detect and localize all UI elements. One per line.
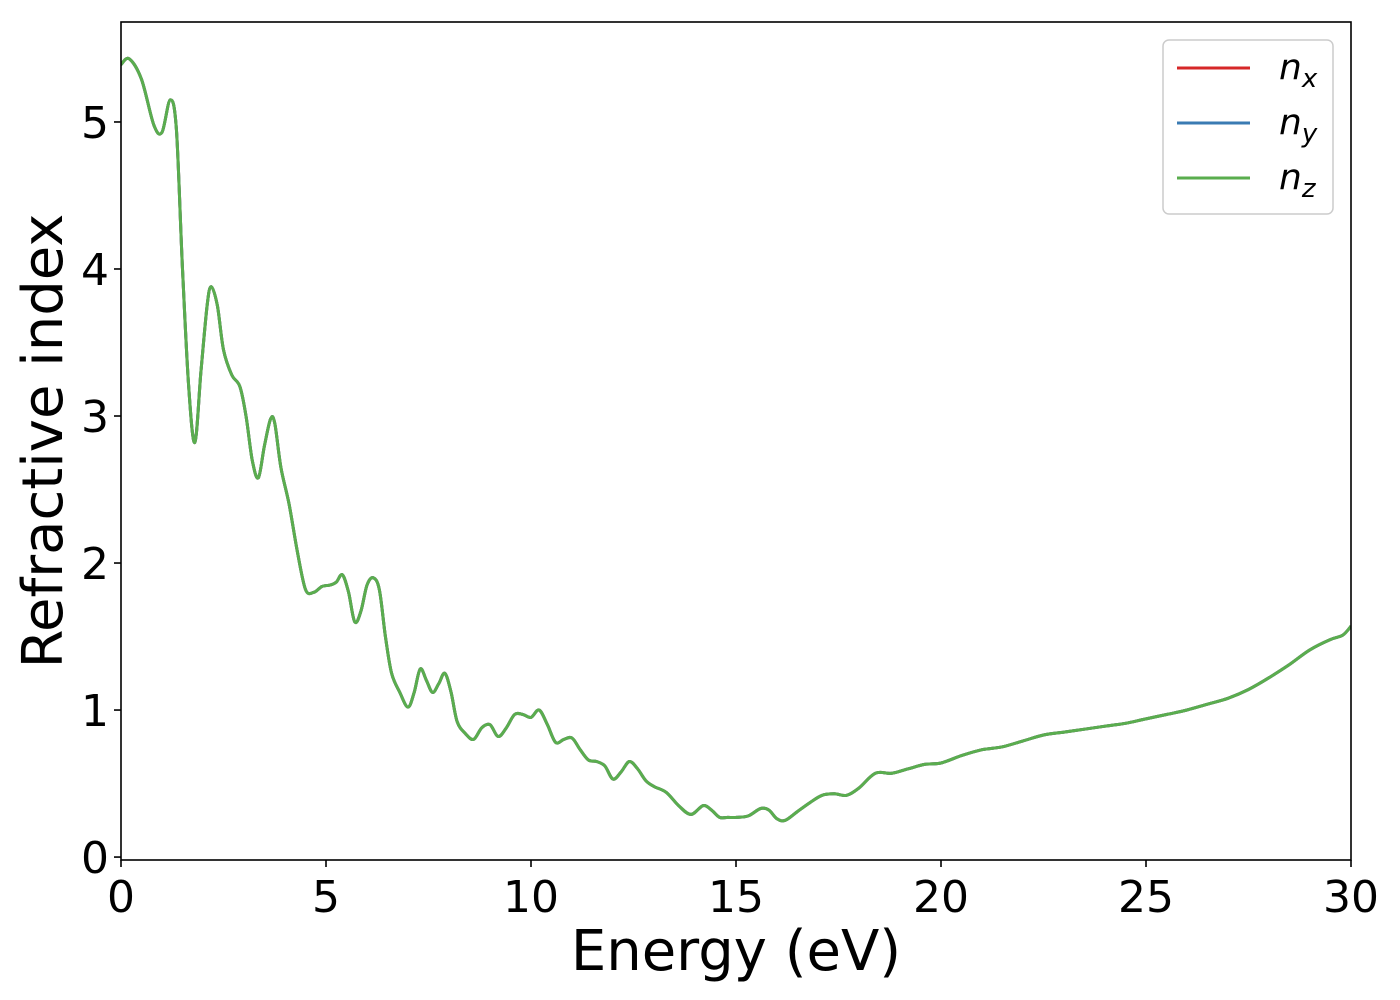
legend-entries: nx ny nz <box>1177 47 1318 204</box>
x-tick-label: 30 <box>1323 872 1379 923</box>
series-line-z <box>121 56 1351 823</box>
y-tick-label: 3 <box>81 392 109 443</box>
x-tick-label: 5 <box>312 872 340 923</box>
legend-box <box>1162 39 1334 215</box>
ticks-layer: 0 5 10 15 20 25 30 0 1 2 3 4 5 <box>81 98 1379 923</box>
x-tick-label: 0 <box>107 872 135 923</box>
legend-label-y: ny <box>1279 102 1318 149</box>
y-axis-title: Refractive index <box>11 214 76 669</box>
y-tick-label: 2 <box>81 539 109 590</box>
x-tick-label: 10 <box>503 872 559 923</box>
x-tick-label: 20 <box>913 872 969 923</box>
y-tick-label: 0 <box>81 833 109 884</box>
legend-label-x: nx <box>1279 47 1318 94</box>
y-tick-label: 1 <box>81 686 109 737</box>
x-tick-label: 25 <box>1118 872 1174 923</box>
plot-frame <box>120 21 1352 861</box>
legend-label-z: nz <box>1279 157 1317 204</box>
x-axis-title: Energy (eV) <box>571 919 901 984</box>
series-layer <box>121 56 1351 823</box>
y-tick-label: 5 <box>81 98 109 149</box>
legend: nx ny nz <box>1162 39 1334 215</box>
x-tick-label: 15 <box>708 872 764 923</box>
y-tick-label: 4 <box>81 245 109 296</box>
